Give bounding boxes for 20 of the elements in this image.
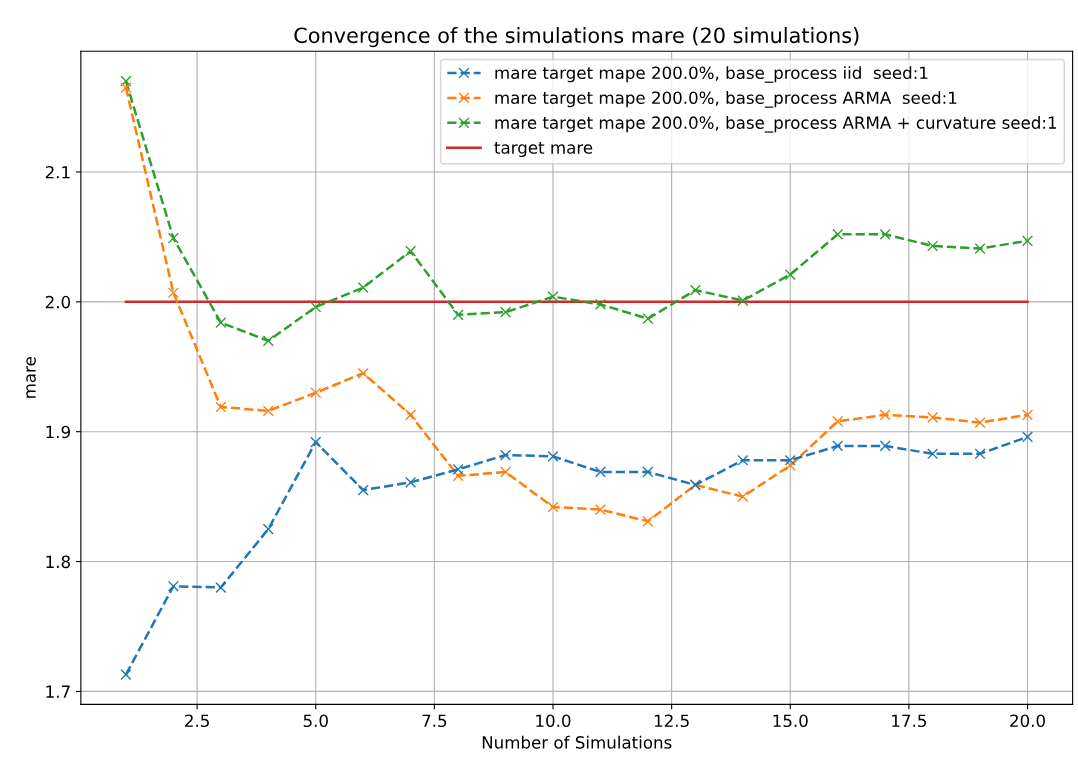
y-tick-label: 1.7: [46, 685, 70, 698]
legend-label: target mare: [494, 141, 593, 158]
y-tick-label: 2.0: [45, 295, 71, 309]
x-tick-label: 5.0: [303, 714, 328, 728]
x-tick-label: 17.5: [892, 714, 926, 728]
y-tick-label: 2.1: [45, 165, 70, 179]
y-tick-label: 1.9: [46, 425, 70, 439]
x-tick-label: 20.0: [1010, 714, 1045, 728]
x-tick-label: 10.0: [536, 714, 571, 728]
chart-title: Convergence of the simulations mare (20 simulations): [294, 27, 859, 48]
x-tick-label: 15.0: [773, 714, 808, 728]
legend-label: mare target mape 200.0%, base_process iid seed:1: [495, 66, 928, 83]
y-axis-title: mare: [26, 357, 36, 398]
legend-label: mare target mape 200.0%, base_process ARMA + curvature seed:1: [495, 116, 1057, 133]
x-axis-title: Number of Simulations: [482, 735, 672, 749]
x-tick-label: 7.5: [422, 714, 447, 728]
y-tick-label: 1.8: [46, 555, 70, 569]
legend-label: mare target mape 200.0%, base_process ARMA seed:1: [495, 91, 957, 108]
x-tick-label: 2.5: [185, 714, 209, 728]
x-tick-label: 12.5: [654, 714, 689, 728]
